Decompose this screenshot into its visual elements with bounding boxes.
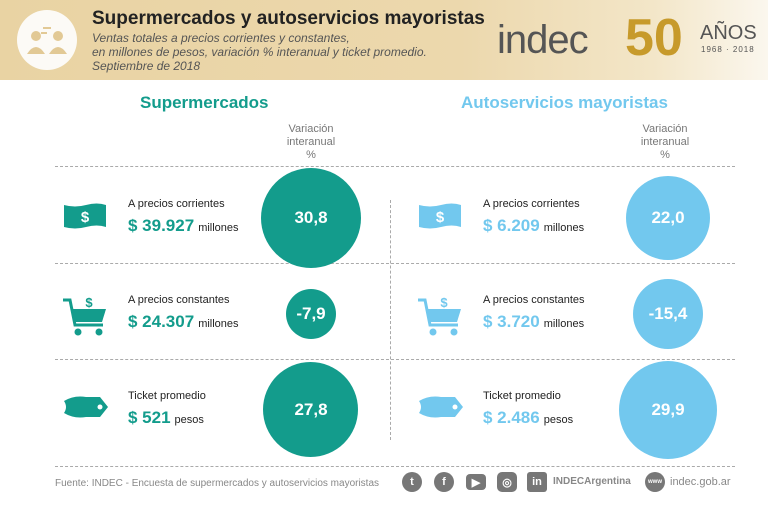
amount-unit: millones xyxy=(198,222,239,234)
anniversary-number: 50 xyxy=(625,9,683,67)
amount-value: $ 3.720 xyxy=(483,312,540,331)
www-icon: www xyxy=(645,472,665,492)
anos-label: AÑOS xyxy=(700,22,757,44)
instagram-icon[interactable]: ◎ xyxy=(497,472,517,492)
amount-value: $ 2.486 xyxy=(483,408,540,427)
variation-circle: 30,8 xyxy=(261,168,361,268)
svg-text:$: $ xyxy=(440,297,448,310)
section-title-supermercados: Supermercados xyxy=(140,93,269,112)
variation-circle: -15,4 xyxy=(632,278,704,350)
amount-value: $ 39.927 xyxy=(128,216,195,235)
row-label: A precios corrientes xyxy=(128,198,225,210)
row-amount: $ 3.720 millones xyxy=(483,312,584,332)
banknote-icon: $ xyxy=(417,201,463,236)
linkedin-icon[interactable]: in xyxy=(527,472,547,492)
amount-unit: millones xyxy=(543,318,585,330)
subtitle-line: en millones de pesos, variación % intera… xyxy=(92,45,427,59)
row-label: A precios corrientes xyxy=(483,198,580,210)
svg-text:$: $ xyxy=(81,209,90,226)
row-amount: $ 6.209 millones xyxy=(483,216,584,236)
variation-circle: 29,9 xyxy=(618,360,718,460)
header-banner xyxy=(0,0,768,80)
amount-value: $ 6.209 xyxy=(483,216,540,235)
amount-unit: pesos xyxy=(543,414,574,426)
row-label: Ticket promedio xyxy=(128,390,206,402)
shopping-cart-icon: $ xyxy=(62,295,108,344)
twitter-icon[interactable]: t xyxy=(402,472,422,492)
variation-circle: 27,8 xyxy=(263,362,359,458)
row-label: A precios constantes xyxy=(483,294,585,306)
row-amount: $ 24.307 millones xyxy=(128,312,239,332)
divider xyxy=(55,166,735,167)
price-tag-icon xyxy=(62,393,110,428)
facebook-icon[interactable]: f xyxy=(434,472,454,492)
source-note: Fuente: INDEC - Encuesta de supermercado… xyxy=(55,478,380,489)
divider xyxy=(55,466,735,467)
variation-circle: -7,9 xyxy=(285,288,337,340)
banknote-icon: $ xyxy=(62,201,108,236)
section-title-mayoristas: Autoservicios mayoristas xyxy=(461,93,668,112)
amount-unit: millones xyxy=(543,222,585,234)
page-title: Supermercados y autoservicios mayoristas xyxy=(92,8,485,29)
divider xyxy=(55,263,735,264)
subtitle-line: Ventas totales a precios corrientes y co… xyxy=(92,31,350,45)
svg-text:$: $ xyxy=(85,297,93,310)
vertical-divider xyxy=(390,200,391,440)
row-amount: $ 2.486 pesos xyxy=(483,408,573,428)
svg-text:$: $ xyxy=(436,209,445,226)
fifty-years-logo: 50 xyxy=(625,8,683,68)
years-label: 1968 · 2018 xyxy=(701,45,755,54)
amount-unit: millones xyxy=(198,318,239,330)
row-label: Ticket promedio xyxy=(483,390,561,402)
row-amount: $ 39.927 millones xyxy=(128,216,239,236)
row-label: A precios constantes xyxy=(128,294,230,306)
people-exchange-icon xyxy=(17,10,77,70)
amount-value: $ 24.307 xyxy=(128,312,195,331)
amount-value: $ 521 xyxy=(128,408,171,427)
social-handle[interactable]: INDECArgentina xyxy=(553,476,631,487)
variation-header: Variación interanual% xyxy=(286,123,336,161)
divider xyxy=(55,359,735,360)
variation-header: Variación interanual% xyxy=(640,123,690,161)
indec-logo: indec xyxy=(497,18,589,62)
variation-circle: 22,0 xyxy=(625,175,711,261)
website-link[interactable]: indec.gob.ar xyxy=(670,476,731,488)
youtube-icon[interactable]: ▶ xyxy=(466,474,486,490)
subtitle-line: Septiembre de 2018 xyxy=(92,59,201,73)
amount-unit: pesos xyxy=(174,414,204,426)
price-tag-icon xyxy=(417,393,465,428)
shopping-cart-icon: $ xyxy=(417,295,463,344)
row-amount: $ 521 pesos xyxy=(128,408,204,428)
